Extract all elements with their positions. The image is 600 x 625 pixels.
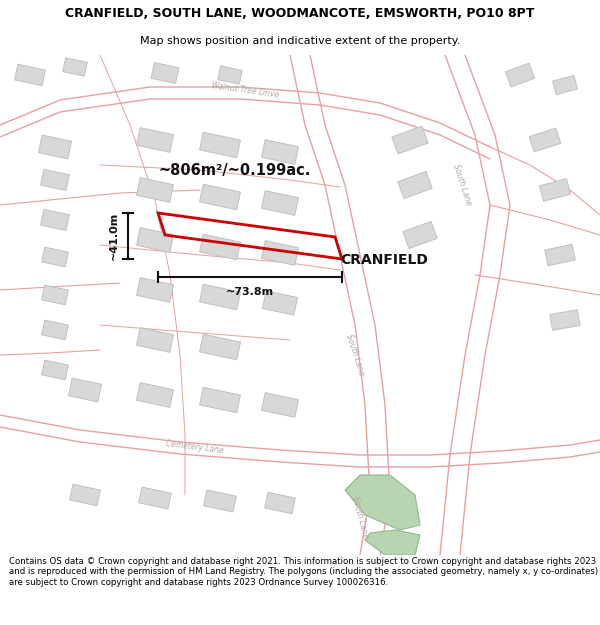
Bar xyxy=(203,490,236,512)
Text: ~73.8m: ~73.8m xyxy=(226,287,274,297)
Bar xyxy=(262,291,298,315)
Bar xyxy=(200,132,241,158)
Bar xyxy=(218,66,242,84)
Bar xyxy=(200,184,241,210)
Bar xyxy=(70,484,100,506)
Text: Contains OS data © Crown copyright and database right 2021. This information is : Contains OS data © Crown copyright and d… xyxy=(9,557,598,587)
Text: South Lane: South Lane xyxy=(451,163,473,207)
Bar xyxy=(403,221,437,249)
Bar xyxy=(139,487,172,509)
Bar xyxy=(41,209,70,231)
Bar xyxy=(137,127,173,152)
Bar xyxy=(41,169,70,191)
Bar xyxy=(137,328,173,352)
Bar xyxy=(398,171,432,199)
Bar xyxy=(553,76,577,94)
Bar xyxy=(506,63,535,87)
Bar xyxy=(137,228,173,253)
Bar xyxy=(262,241,298,266)
Text: ~806m²/~0.199ac.: ~806m²/~0.199ac. xyxy=(158,162,310,177)
Bar xyxy=(151,62,179,83)
Text: CRANFIELD: CRANFIELD xyxy=(340,253,428,267)
Bar xyxy=(137,177,173,202)
Text: ~41.0m: ~41.0m xyxy=(109,212,119,260)
Text: Cemetery Lane: Cemetery Lane xyxy=(166,439,224,455)
Bar xyxy=(200,334,241,360)
Bar xyxy=(137,278,173,302)
Text: South Lane: South Lane xyxy=(344,333,366,377)
Bar xyxy=(529,128,561,152)
Bar xyxy=(68,378,101,402)
Bar xyxy=(14,64,46,86)
Bar xyxy=(38,135,71,159)
Text: Map shows position and indicative extent of the property.: Map shows position and indicative extent… xyxy=(140,36,460,46)
Polygon shape xyxy=(345,475,420,530)
Polygon shape xyxy=(365,530,420,555)
Bar xyxy=(539,179,571,201)
Bar xyxy=(200,234,241,260)
Bar xyxy=(262,191,298,216)
Bar xyxy=(63,58,87,76)
Bar xyxy=(42,360,68,380)
Bar xyxy=(262,392,298,418)
Bar xyxy=(265,492,295,514)
Bar xyxy=(392,126,428,154)
Bar xyxy=(42,247,68,267)
Text: Walnut Tree Drive: Walnut Tree Drive xyxy=(211,81,280,99)
Bar xyxy=(137,382,173,408)
Bar xyxy=(200,284,241,310)
Bar xyxy=(42,285,68,305)
Text: South Lane: South Lane xyxy=(350,495,370,539)
Text: CRANFIELD, SOUTH LANE, WOODMANCOTE, EMSWORTH, PO10 8PT: CRANFIELD, SOUTH LANE, WOODMANCOTE, EMSW… xyxy=(65,8,535,20)
Bar xyxy=(262,139,298,164)
Bar xyxy=(200,388,241,412)
Bar xyxy=(42,320,68,340)
Bar xyxy=(545,244,575,266)
Bar xyxy=(550,310,580,330)
